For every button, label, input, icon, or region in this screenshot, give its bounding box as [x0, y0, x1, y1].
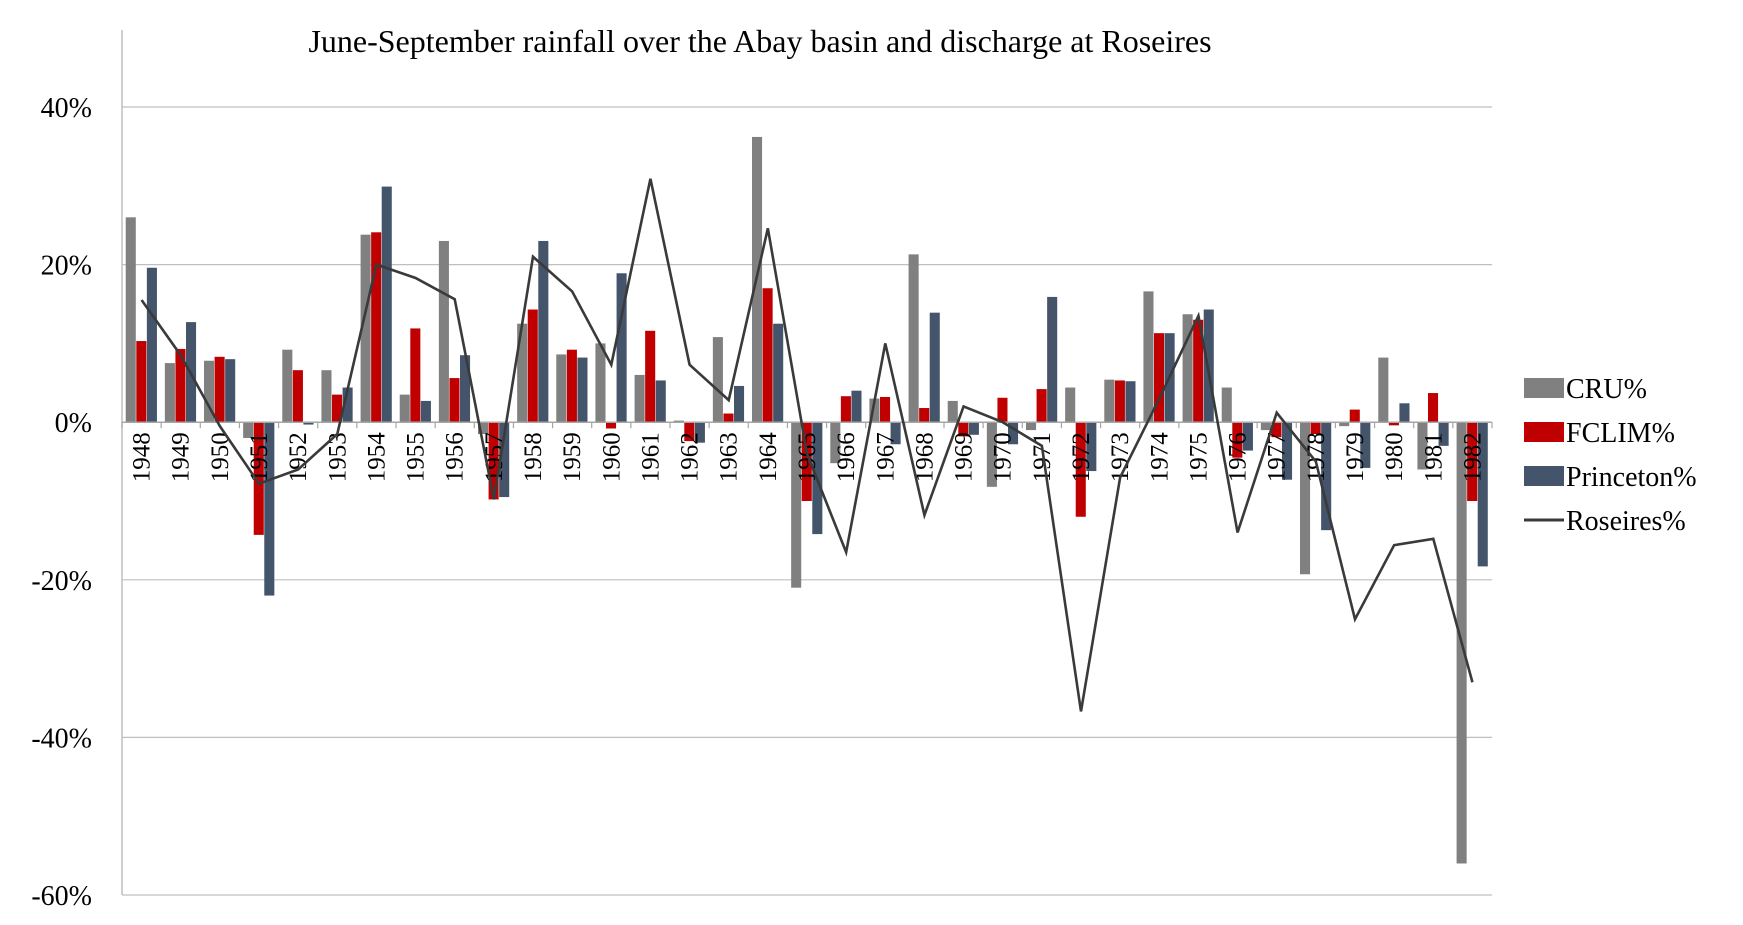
- bar-fclim-1970: [997, 398, 1007, 422]
- bar-cru-1971: [1026, 422, 1036, 430]
- bar-cru-1973: [1104, 380, 1114, 423]
- bar-cru-1955: [400, 395, 410, 423]
- y-tick-label: -40%: [31, 723, 92, 754]
- bar-princeton-1950: [225, 359, 235, 422]
- bar-fclim-1971: [1037, 389, 1047, 422]
- legend-swatch-cru: [1524, 378, 1564, 398]
- bar-fclim-1966: [841, 396, 851, 422]
- x-tick-label: 1981: [1420, 432, 1447, 482]
- x-tick-label: 1979: [1342, 432, 1369, 482]
- x-tick-label: 1974: [1146, 432, 1173, 483]
- x-tick-label: 1967: [872, 432, 899, 482]
- bar-cru-1980: [1378, 358, 1388, 423]
- bar-fclim-1979: [1350, 410, 1360, 423]
- x-tick-label: 1958: [520, 432, 547, 482]
- y-tick-label: -20%: [31, 566, 92, 597]
- bar-princeton-1968: [930, 313, 940, 423]
- bar-fclim-1960: [606, 422, 616, 428]
- bar-cru-1960: [595, 343, 605, 422]
- x-tick-label: 1978: [1303, 432, 1330, 482]
- bar-princeton-1948: [147, 268, 157, 422]
- bar-fclim-1958: [528, 310, 538, 423]
- x-tick-label: 1969: [951, 432, 978, 482]
- bar-princeton-1966: [851, 391, 861, 423]
- y-tick-label: 40%: [41, 93, 92, 124]
- x-tick-label: 1960: [598, 432, 625, 482]
- y-tick-label: 0%: [55, 408, 92, 439]
- x-tick-label: 1975: [1185, 432, 1212, 482]
- bar-cru-1948: [126, 217, 136, 422]
- x-tick-label: 1951: [246, 432, 273, 482]
- bar-fclim-1961: [645, 331, 655, 422]
- bar-cru-1976: [1222, 388, 1232, 423]
- bar-fclim-1950: [215, 357, 225, 422]
- bar-fclim-1956: [449, 378, 459, 422]
- x-tick-label: 1972: [1068, 432, 1095, 482]
- x-tick-label: 1948: [129, 432, 156, 482]
- bar-princeton-1964: [773, 324, 783, 423]
- x-tick-label: 1961: [637, 432, 664, 482]
- bar-fclim-1981: [1428, 393, 1438, 422]
- bar-fclim-1968: [919, 408, 929, 422]
- bar-cru-1949: [165, 363, 175, 422]
- legend-swatch-princeton: [1524, 466, 1564, 486]
- x-tick-label: 1982: [1459, 432, 1486, 482]
- bar-fclim-1963: [723, 414, 733, 423]
- bar-princeton-1971: [1047, 297, 1057, 422]
- x-tick-label: 1976: [1225, 432, 1252, 482]
- x-tick-label: 1956: [442, 432, 469, 482]
- legend-swatch-fclim: [1524, 422, 1564, 442]
- bar-fclim-1954: [371, 232, 381, 422]
- legend: CRU% FCLIM% Princeton% Roseires%: [1524, 374, 1697, 537]
- x-tick-label: 1962: [677, 432, 704, 482]
- x-tick-label: 1964: [755, 432, 782, 483]
- y-axis-tick-labels: 40% 20% 0% -20% -40% -60%: [31, 93, 92, 912]
- bar-princeton-1955: [421, 401, 431, 422]
- chart-title: June-September rainfall over the Abay ba…: [308, 23, 1211, 59]
- legend-label: Roseires%: [1566, 506, 1686, 537]
- bar-cru-1961: [635, 375, 645, 422]
- x-tick-label: 1980: [1381, 432, 1408, 482]
- bar-fclim-1959: [567, 350, 577, 423]
- x-tick-label: 1955: [403, 432, 430, 482]
- bar-cru-1963: [713, 337, 723, 422]
- bar-princeton-1959: [577, 358, 587, 423]
- bar-fclim-1955: [410, 328, 420, 422]
- bar-cru-1969: [948, 401, 958, 422]
- bar-cru-1959: [556, 354, 566, 422]
- bar-cru-1968: [909, 254, 919, 422]
- bar-princeton-1973: [1125, 381, 1135, 422]
- bar-cru-1952: [282, 350, 292, 423]
- legend-label: Princeton%: [1566, 462, 1697, 493]
- bar-cru-1974: [1143, 291, 1153, 422]
- bar-fclim-1973: [1115, 380, 1125, 422]
- bar-princeton-1961: [656, 380, 666, 422]
- x-tick-label: 1963: [716, 432, 743, 482]
- bar-cru-1953: [321, 370, 331, 422]
- bar-princeton-1963: [734, 386, 744, 422]
- x-tick-label: 1953: [324, 432, 351, 482]
- bar-princeton-1980: [1399, 403, 1409, 422]
- bar-cru-1977: [1261, 422, 1271, 430]
- legend-label: CRU%: [1566, 374, 1647, 405]
- bar-cru-1956: [439, 241, 449, 422]
- bar-fclim-1952: [293, 370, 303, 422]
- x-tick-label: 1949: [168, 432, 195, 482]
- bar-fclim-1967: [880, 397, 890, 422]
- bar-fclim-1948: [136, 341, 146, 422]
- bar-fclim-1964: [763, 288, 773, 422]
- x-tick-label: 1952: [285, 432, 312, 482]
- bar-cru-1972: [1065, 388, 1075, 423]
- y-tick-label: -60%: [31, 881, 92, 912]
- legend-label: FCLIM%: [1566, 418, 1675, 449]
- x-tick-label: 1959: [559, 432, 586, 482]
- y-tick-label: 20%: [41, 251, 92, 282]
- bar-series: [126, 137, 1488, 864]
- bar-princeton-1954: [382, 187, 392, 423]
- x-tick-label: 1970: [990, 432, 1017, 482]
- x-tick-label: 1966: [833, 432, 860, 482]
- x-tick-label: 1954: [363, 432, 390, 483]
